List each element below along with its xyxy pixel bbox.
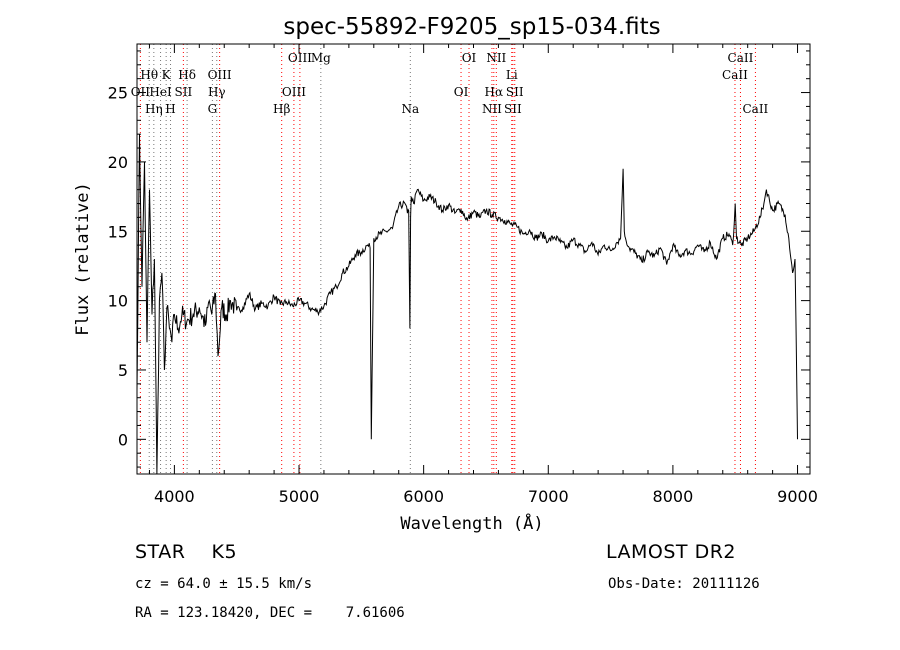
x-tick-label: 5000 xyxy=(279,487,320,506)
spectrum-series-line xyxy=(136,134,798,475)
y-tick-label: 10 xyxy=(108,292,128,311)
x-tick-label: 4000 xyxy=(154,487,195,506)
spectral-line-label: OIII xyxy=(282,85,306,99)
y-axis-label: Flux (relative) xyxy=(73,182,93,336)
x-tick-label: 8000 xyxy=(653,487,694,506)
spectral-line-label: OII xyxy=(131,85,151,99)
object-class: STAR K5 xyxy=(135,541,238,563)
x-tick-labels: 4000 5000 6000 7000 8000 9000 xyxy=(154,487,818,506)
x-axis-label: Wavelength (Å) xyxy=(400,512,543,534)
survey-name: LAMOST DR2 xyxy=(606,541,736,563)
spectral-line-label: CaII xyxy=(722,68,748,82)
spectral-line-label: SII xyxy=(175,85,193,99)
spectrum-chart: spec-55892-F9205_sp15-034.fits OII Hθ Hη He… xyxy=(73,14,818,534)
y-tick-labels: 0 5 10 15 20 25 xyxy=(108,84,128,450)
spectral-line-label: Hγ xyxy=(208,85,226,99)
spectral-line-label: Hα xyxy=(485,85,504,99)
spectral-line-label: OI xyxy=(454,85,469,99)
spectral-line-label: K xyxy=(162,68,172,82)
plot-area-frame xyxy=(136,43,811,475)
spectral-line-label: Mg xyxy=(311,51,331,65)
observation-date: Obs-Date: 20111126 xyxy=(608,576,760,592)
spectral-line-label: OIII xyxy=(208,68,232,82)
spectral-line-label: Hβ xyxy=(273,102,290,116)
spectral-line-label: H xyxy=(165,102,175,116)
spectral-line-label: OIII xyxy=(288,51,312,65)
x-tick-label: 9000 xyxy=(777,487,818,506)
spectral-line-label: Na xyxy=(401,102,419,116)
x-tick-label: 6000 xyxy=(403,487,444,506)
redshift-value: cz = 64.0 ± 15.5 km/s xyxy=(135,576,313,592)
y-tick-label: 5 xyxy=(118,361,128,380)
spectral-line-label: Hη xyxy=(145,102,163,116)
spectral-line-label: G xyxy=(208,102,218,116)
y-tick-label: 25 xyxy=(108,84,128,103)
spectral-line-label: CaII xyxy=(742,102,768,116)
spectral-line-label: HeI xyxy=(149,85,172,99)
spectral-line-label: OI xyxy=(462,51,477,65)
y-tick-label: 20 xyxy=(108,153,128,172)
y-tick-label: 0 xyxy=(118,430,128,449)
spectral-line-label: Li xyxy=(506,68,518,82)
y-tick-label: 15 xyxy=(108,222,128,241)
spectral-line-label: NII xyxy=(486,51,506,65)
spectral-line-label: SII xyxy=(506,85,524,99)
spectral-line-label: Hθ xyxy=(140,68,158,82)
spectral-line-label: CaII xyxy=(728,51,754,65)
axis-ticks xyxy=(137,44,810,474)
chart-title: spec-55892-F9205_sp15-034.fits xyxy=(283,14,660,40)
coordinates: RA = 123.18420, DEC = 7.61606 xyxy=(135,605,405,621)
x-tick-label: 7000 xyxy=(528,487,569,506)
spectral-line-label: SII xyxy=(504,102,522,116)
spectral-line-label: Hδ xyxy=(178,68,196,82)
spectral-line-label: NII xyxy=(482,102,502,116)
